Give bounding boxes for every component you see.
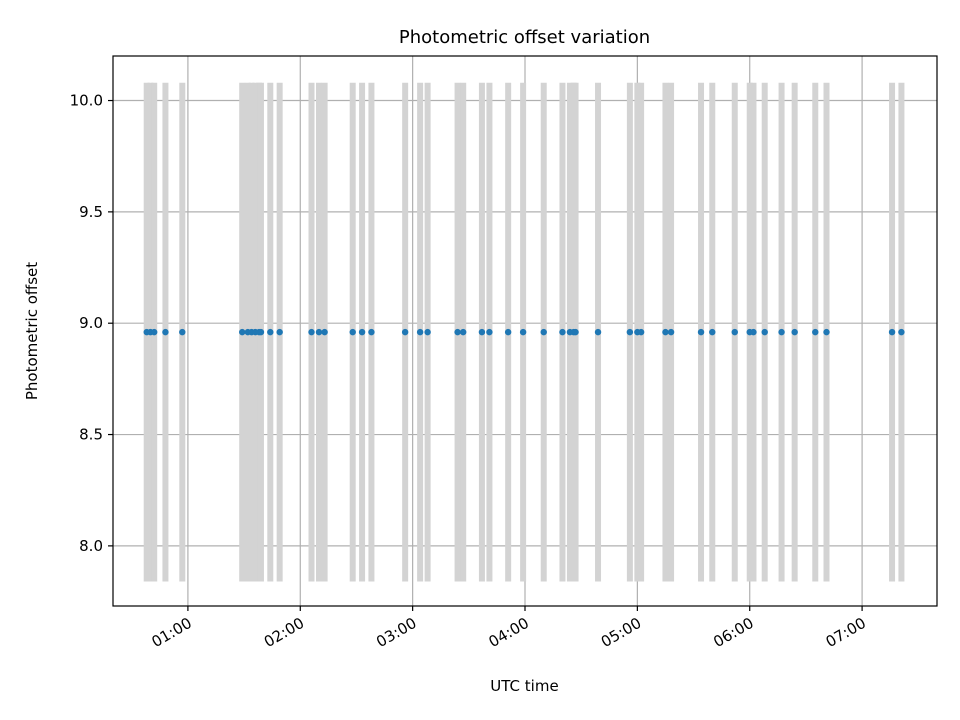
y-axis-ticks: 8.0 8.5 9.0 9.5 10.0 [70, 92, 113, 555]
data-point [637, 328, 645, 336]
data-point [709, 328, 716, 336]
data-point [368, 328, 375, 336]
data-point [162, 328, 169, 336]
data-point [315, 328, 323, 336]
data-point [151, 328, 158, 336]
data-point [454, 328, 461, 336]
data-point [626, 328, 634, 336]
data-point [486, 328, 493, 336]
data-point [662, 328, 669, 336]
data-point [267, 328, 274, 336]
data-point [276, 328, 283, 336]
data-point [559, 328, 566, 336]
data-point [750, 328, 757, 336]
data-point [761, 328, 768, 336]
y-tick-label: 8.0 [79, 537, 103, 555]
data-point [823, 328, 830, 336]
data-point [308, 328, 315, 336]
data-point [667, 328, 675, 336]
y-tick-label: 9.0 [79, 314, 103, 332]
data-point [504, 328, 512, 336]
data-point [321, 328, 328, 336]
data-point [401, 328, 409, 336]
y-tick-label: 10.0 [70, 92, 103, 110]
y-tick-label: 9.5 [79, 203, 103, 221]
data-points [143, 328, 905, 336]
data-point [697, 328, 705, 336]
data-point [460, 328, 467, 336]
chart-title: Photometric offset variation [399, 27, 650, 48]
data-point [519, 328, 527, 336]
y-axis-label: Photometric offset [23, 262, 41, 400]
data-point [478, 328, 486, 336]
data-point [812, 328, 819, 336]
data-point [416, 328, 424, 336]
data-point [540, 328, 547, 336]
data-point [791, 328, 798, 336]
data-point [888, 328, 896, 336]
data-point [424, 328, 431, 336]
data-point [239, 328, 246, 336]
data-point [898, 328, 905, 336]
data-point [778, 328, 785, 336]
data-point [572, 328, 579, 336]
data-point [594, 328, 602, 336]
data-point [358, 328, 366, 336]
data-point [731, 328, 738, 336]
data-point [179, 328, 186, 336]
data-point [349, 328, 356, 336]
x-axis-label: UTC time [490, 677, 558, 695]
y-tick-label: 8.5 [79, 426, 103, 444]
data-point [257, 328, 265, 336]
